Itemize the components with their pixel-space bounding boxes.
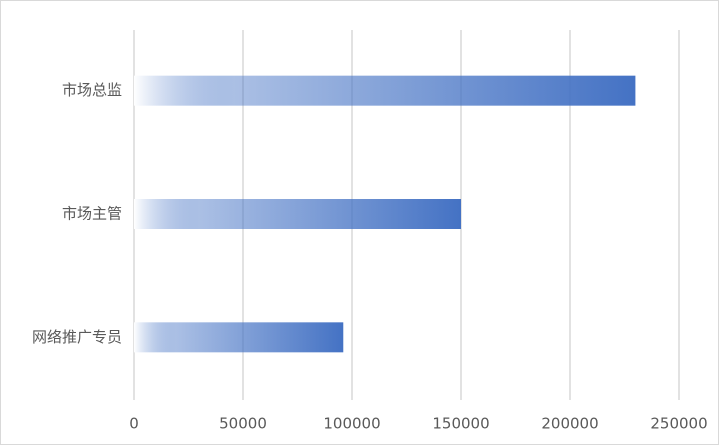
x-tick-label: 150000	[432, 415, 489, 433]
x-tick-label: 50000	[219, 415, 267, 433]
x-tick-label: 100000	[323, 415, 380, 433]
x-tick-label: 0	[129, 415, 139, 433]
bar	[134, 322, 344, 353]
y-tick-label: 市场主管	[62, 205, 122, 223]
bar	[134, 199, 461, 229]
y-tick-label: 市场总监	[62, 81, 122, 99]
x-tick-label: 250000	[650, 415, 707, 433]
bar	[134, 75, 636, 106]
y-tick-label: 网络推广专员	[32, 328, 122, 346]
x-tick-label: 200000	[541, 415, 598, 433]
